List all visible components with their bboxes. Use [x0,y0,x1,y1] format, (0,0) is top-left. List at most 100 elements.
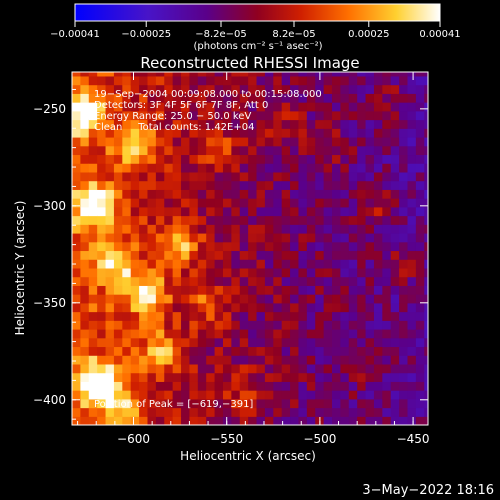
heatmap-cell [239,259,249,269]
heatmap-cell [315,250,325,260]
heatmap-cell [323,267,333,278]
heatmap-cell [181,128,191,138]
heatmap-cell [122,163,132,173]
heatmap-cell [415,285,425,295]
heatmap-cell [181,110,191,121]
heatmap-cell [206,407,216,417]
colorbar-tick-label: 8.2e−05 [272,29,315,40]
heatmap-cell [306,215,316,225]
heatmap-cell [88,320,98,330]
heatmap-cell [181,136,191,147]
heatmap-cell [273,328,283,339]
heatmap-cell [164,102,174,112]
heatmap-cell [281,381,291,391]
heatmap-cell [323,241,333,252]
y-tick-label: −300 [33,199,66,213]
heatmap-cell [72,224,81,234]
heatmap-cell [415,328,425,339]
heatmap-cell [139,372,149,382]
heatmap-cell [248,163,258,173]
heatmap-cell [80,302,90,313]
heatmap-cell [248,224,258,234]
heatmap-cell [105,355,115,365]
heatmap-cell [407,145,417,156]
heatmap-cell [415,93,425,103]
heatmap-cell [290,372,300,382]
heatmap-cell [197,198,207,208]
heatmap-cell [122,346,132,356]
heatmap-cell [172,154,182,164]
heatmap-cell [130,136,140,147]
x-axis-ticks: −600 −550 −500 −450 [77,72,430,446]
heatmap-cell [214,171,224,182]
heatmap-cell [214,276,224,286]
heatmap-cell [139,136,149,147]
heatmap-cell [306,407,316,417]
heatmap-cell [424,328,428,339]
heatmap-cell [139,154,149,164]
heatmap-cell [181,337,191,348]
heatmap-cell [407,259,417,269]
heatmap-cell [298,224,308,234]
heatmap-cell [239,110,249,121]
heatmap-cell [155,267,165,278]
heatmap-cell [399,328,409,339]
heatmap-cell [256,110,266,121]
heatmap-cell [399,241,409,252]
heatmap-cell [181,75,191,86]
heatmap-cell [390,198,400,208]
heatmap-cell [382,328,392,339]
heatmap-cell [281,154,291,164]
heatmap-cell [164,337,174,348]
heatmap-cell [88,189,98,199]
heatmap-cell [155,163,165,173]
heatmap-cell [399,372,409,382]
heatmap-cell [139,416,149,425]
heatmap-cell [172,75,182,86]
heatmap-cell [231,189,241,199]
heatmap-cell [231,407,241,417]
heatmap-cell [181,294,191,304]
heatmap-cell [130,110,140,121]
heatmap-cell [113,250,123,260]
heatmap-cell [357,311,367,321]
heatmap-cell [155,311,165,321]
heatmap-cell [315,398,325,409]
heatmap-cell [390,381,400,391]
heatmap-cell [298,267,308,278]
heatmap-cell [290,337,300,348]
heatmap-cell [290,328,300,339]
heatmap-cell [88,110,98,121]
heatmap-cell [189,372,199,382]
heatmap-cell [72,180,81,190]
heatmap-cell [231,337,241,348]
heatmap-cell [231,311,241,321]
heatmap-cell [130,285,140,295]
heatmap-cell [332,93,341,103]
heatmap-cell [97,75,107,86]
heatmap-cell [122,320,132,330]
heatmap-cell [147,128,157,138]
heatmap-cell [424,250,428,260]
heatmap-cell [147,136,157,147]
heatmap-cell [105,154,115,164]
heatmap-cell [323,311,333,321]
heatmap-cell [214,102,224,112]
heatmap-cell [340,136,350,147]
heatmap-cell [298,294,308,304]
heatmap-cell [97,206,107,217]
heatmap-cell [390,102,400,112]
heatmap-cell [407,128,417,138]
heatmap-cell [222,206,232,217]
heatmap-cell [323,84,333,94]
heatmap-cell [147,407,157,417]
heatmap-cell [365,180,375,190]
heatmap-cell [155,180,165,190]
heatmap-cell [407,110,417,121]
heatmap-cell [306,241,316,252]
heatmap-cell [88,154,98,164]
heatmap-cell [147,328,157,339]
heatmap-cell [273,390,283,400]
heatmap-cell [164,363,174,374]
heatmap-cell [147,119,157,129]
